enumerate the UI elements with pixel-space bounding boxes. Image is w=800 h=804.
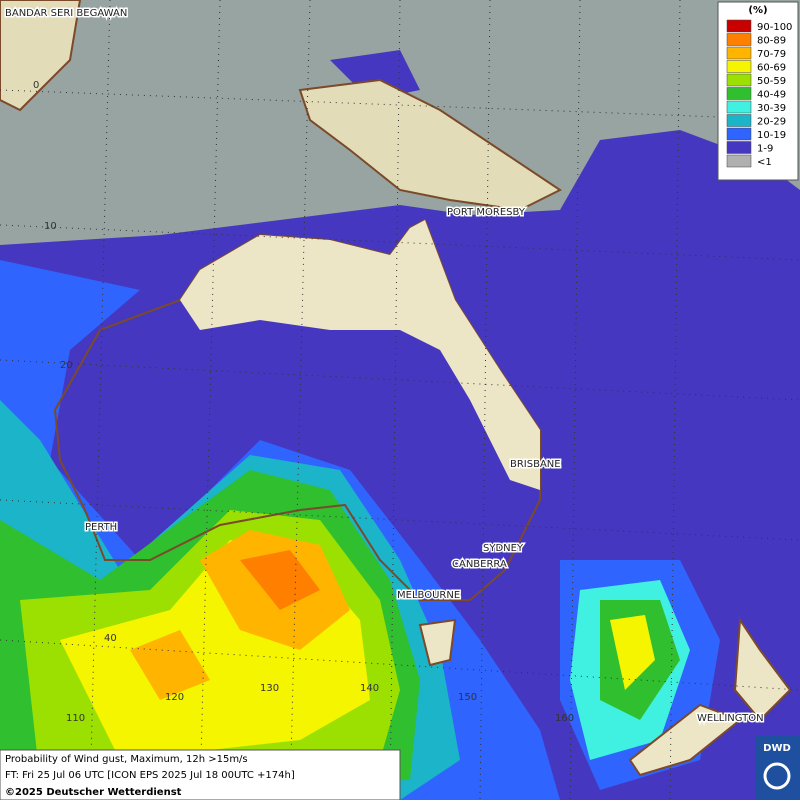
grid-label: 40	[104, 633, 117, 644]
legend-label: 10-19	[757, 130, 786, 141]
legend-label: <1	[757, 157, 772, 168]
place-label: MELBOURNE	[397, 590, 460, 601]
grid-label: 10	[44, 221, 57, 232]
place-label: BANDAR SERI BEGAWAN	[5, 8, 127, 19]
legend-swatch	[726, 73, 752, 87]
tasmania	[418, 618, 457, 667]
grid-label: 160	[555, 713, 574, 724]
grid-label: 20	[60, 360, 73, 371]
borneo	[0, 0, 82, 112]
copyright: ©2025 Deutscher Wetterdienst	[5, 787, 182, 798]
new-zealand	[628, 617, 792, 777]
legend-swatch	[726, 114, 752, 127]
legend-label: 30-39	[757, 103, 786, 114]
new-guinea	[298, 78, 562, 212]
legend-label: 70-79	[757, 49, 786, 60]
grid-label: 0	[33, 80, 39, 91]
land	[180, 220, 540, 490]
legend-swatch	[726, 154, 752, 168]
legend-label: 40-49	[757, 90, 786, 101]
grid-label: 120	[165, 692, 184, 703]
legend-label: 80-89	[757, 36, 786, 47]
legend: (%) 90-100 80-89 70-79 60-69 50-59 40-49 30-39…	[717, 1, 799, 181]
place-label: BRISBANE	[510, 459, 561, 470]
place-label: CANBERRA	[452, 559, 507, 570]
legend-swatch	[726, 60, 752, 73]
grid-label: 150	[458, 692, 477, 703]
place-label: WELLINGTON	[697, 713, 764, 724]
legend-label: 60-69	[757, 63, 786, 74]
legend-swatch	[726, 19, 752, 33]
field-80-89	[240, 550, 320, 610]
grid-label: 130	[260, 683, 279, 694]
legend-swatch	[726, 127, 752, 141]
legend-title: (%)	[748, 5, 767, 16]
legend-label: 20-29	[757, 117, 786, 128]
field-1-9	[330, 50, 760, 240]
legend-label: 90-100	[757, 22, 792, 33]
legend-swatch	[726, 33, 752, 46]
place-label: PERTH	[85, 522, 117, 533]
legend-swatch	[726, 141, 752, 154]
legend-swatch	[726, 87, 752, 100]
legend-swatch	[726, 100, 752, 114]
grid-label: 110	[66, 713, 85, 724]
field-60-69	[610, 615, 655, 690]
grid-label: 140	[360, 683, 379, 694]
place-label: SYDNEY	[483, 543, 524, 554]
info-box	[0, 749, 401, 801]
legend-label: 1-9	[757, 144, 773, 155]
place-label: PORT MORESBY	[447, 207, 526, 218]
logo-swirl	[763, 762, 791, 790]
info-line: FT: Fri 25 Jul 06 UTC [ICON EPS 2025 Jul…	[5, 770, 295, 781]
info-line: Probability of Wind gust, Maximum, 12h >…	[5, 754, 248, 765]
legend-swatch	[726, 46, 752, 60]
legend-label: 50-59	[757, 76, 786, 87]
logo-text: DWD	[763, 743, 791, 754]
labels: BANDAR SERI BEGAWAN PORT MORESBY BRISBANE P…	[4, 7, 766, 726]
